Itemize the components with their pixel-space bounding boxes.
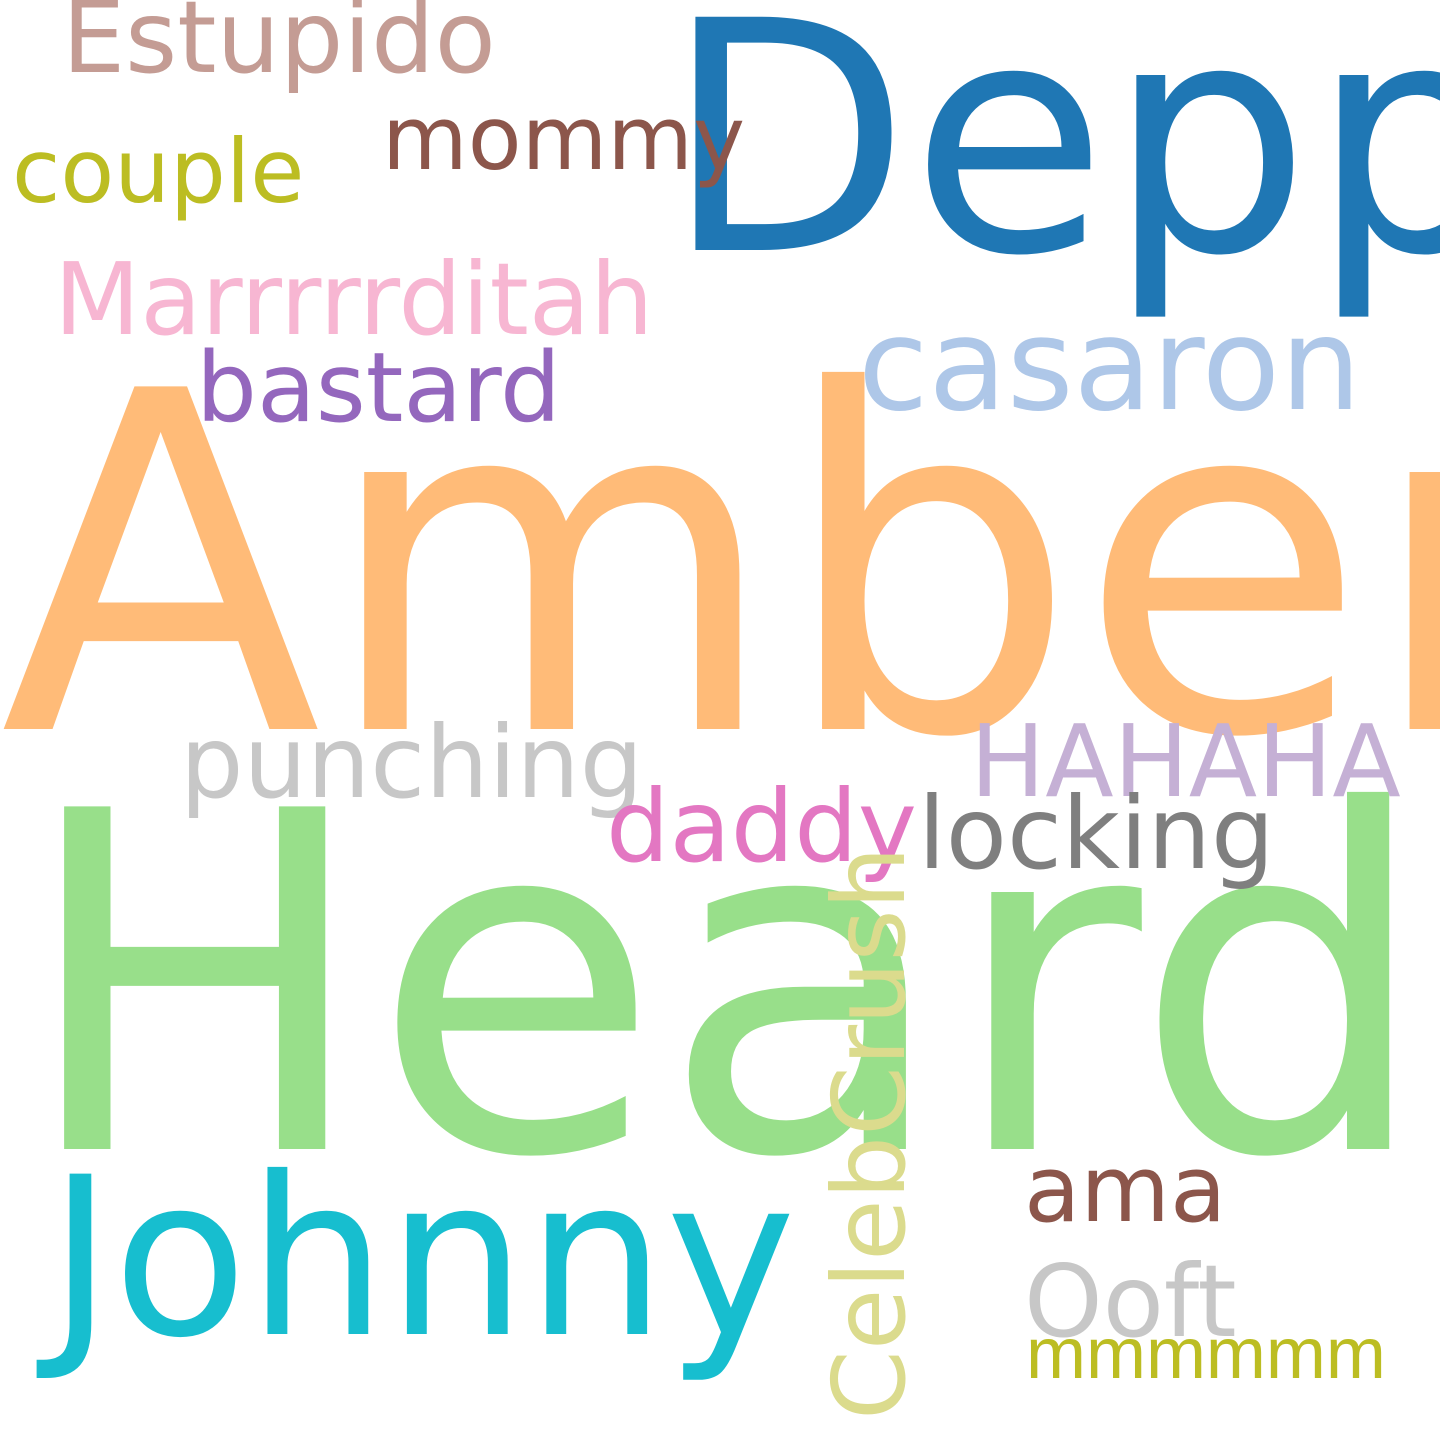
- word-depp: Depp: [664, 0, 1440, 326]
- word-mmmmmm: mmmmmm: [1026, 1314, 1386, 1394]
- word-ooft: Ooft: [1024, 1243, 1237, 1360]
- word-ama: ama: [1024, 1136, 1227, 1243]
- word-johnny: Johnny: [48, 1130, 796, 1386]
- word-daddy: daddy: [606, 768, 917, 885]
- word-mommy: mommy: [382, 87, 746, 190]
- word-casaron: casaron: [858, 291, 1362, 440]
- word-hahaha: HAHAHA: [970, 703, 1401, 820]
- word-amber: Amber: [0, 293, 1440, 840]
- word-locking: locking: [918, 775, 1275, 892]
- word-estupido: Estupido: [62, 0, 496, 96]
- word-celebcrush: CelebCrush: [811, 846, 928, 1420]
- word-heard: Heard: [18, 713, 1432, 1260]
- word-bastard: bastard: [196, 332, 561, 444]
- word-couple: couple: [12, 120, 305, 223]
- word-punching: punching: [180, 704, 644, 821]
- word-marrrrrditah: Marrrrrditah: [54, 241, 654, 358]
